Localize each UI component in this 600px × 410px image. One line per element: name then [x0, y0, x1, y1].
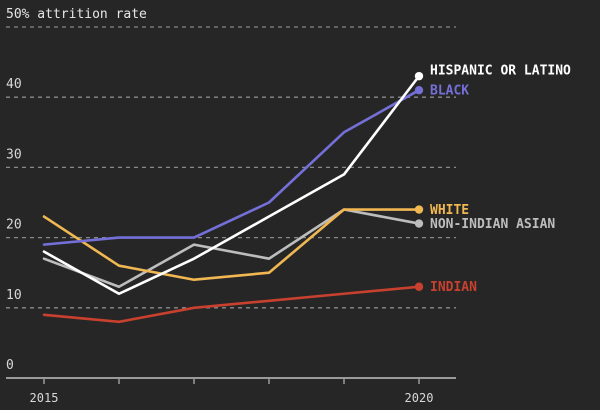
series-label-non-indian-asian: NON-INDIAN ASIAN — [430, 217, 555, 232]
series-line-hispanic-or-latino — [42, 74, 421, 296]
y-tick-label-10: 10 — [6, 288, 22, 303]
series-line-indian — [42, 285, 421, 324]
series-lines — [42, 71, 424, 324]
series-line-white — [42, 208, 421, 282]
x-tick-label-2020: 2020 — [405, 391, 434, 405]
y-axis-labels: 0 10 20 30 40 — [6, 77, 22, 373]
series-label-indian: INDIAN — [430, 280, 477, 295]
end-point-black — [414, 85, 424, 95]
y-tick-label-30: 30 — [6, 147, 22, 162]
end-point-white — [414, 205, 424, 214]
series-label-hispanic-or-latino: HISPANIC OR LATINO — [430, 64, 571, 79]
end-point-hispanic-or-latino — [414, 71, 424, 81]
series-label-black: BLACK — [430, 84, 469, 99]
end-point-indian — [414, 282, 424, 291]
series-line-black — [42, 88, 421, 246]
series-label-white: WHITE — [430, 203, 469, 218]
x-axis: 2015 2020 — [6, 377, 456, 405]
y-tick-label-20: 20 — [6, 218, 22, 233]
y-tick-label-40: 40 — [6, 77, 22, 92]
x-tick-label-2015: 2015 — [30, 391, 59, 405]
chart-title: 50% attrition rate — [6, 7, 147, 22]
series-line-non-indian-asian — [42, 208, 421, 289]
end-point-non-indian-asian — [414, 219, 424, 228]
y-tick-label-0: 0 — [6, 358, 14, 373]
gridlines — [6, 26, 456, 309]
